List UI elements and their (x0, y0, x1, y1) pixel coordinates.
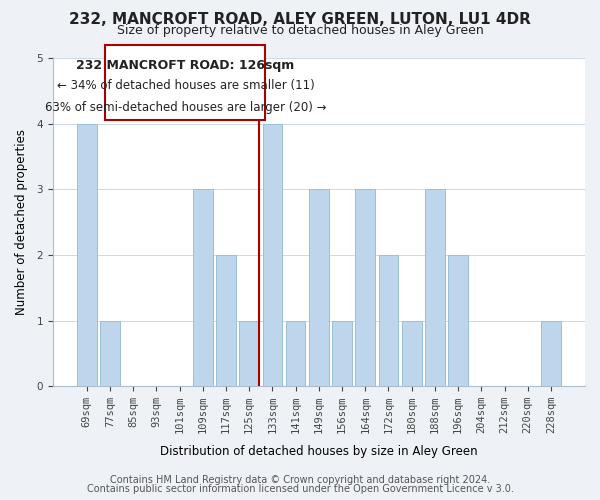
Bar (263, 124, 282, 386)
Y-axis label: Number of detached properties: Number of detached properties (15, 129, 28, 315)
FancyBboxPatch shape (106, 45, 265, 120)
Text: 232, MANCROFT ROAD, ALEY GREEN, LUTON, LU1 4DR: 232, MANCROFT ROAD, ALEY GREEN, LUTON, L… (69, 12, 531, 28)
Text: 63% of semi-detached houses are larger (20) →: 63% of semi-detached houses are larger (… (44, 100, 326, 114)
Bar (379, 255, 398, 386)
Bar (100, 320, 120, 386)
Text: Contains HM Land Registry data © Crown copyright and database right 2024.: Contains HM Land Registry data © Crown c… (110, 475, 490, 485)
Bar (309, 189, 329, 386)
Text: Contains public sector information licensed under the Open Government Licence v : Contains public sector information licen… (86, 484, 514, 494)
Text: Size of property relative to detached houses in Aley Green: Size of property relative to detached ho… (116, 24, 484, 37)
Bar (286, 320, 305, 386)
Bar (355, 189, 375, 386)
Text: ← 34% of detached houses are smaller (11): ← 34% of detached houses are smaller (11… (56, 79, 314, 92)
Text: 232 MANCROFT ROAD: 126sqm: 232 MANCROFT ROAD: 126sqm (76, 60, 295, 72)
X-axis label: Distribution of detached houses by size in Aley Green: Distribution of detached houses by size … (160, 444, 478, 458)
Bar (448, 255, 468, 386)
Bar (332, 320, 352, 386)
Bar (77, 124, 97, 386)
Bar (216, 255, 236, 386)
Bar (541, 320, 561, 386)
Bar (193, 189, 212, 386)
Bar (425, 189, 445, 386)
Bar (239, 320, 259, 386)
Bar (402, 320, 422, 386)
